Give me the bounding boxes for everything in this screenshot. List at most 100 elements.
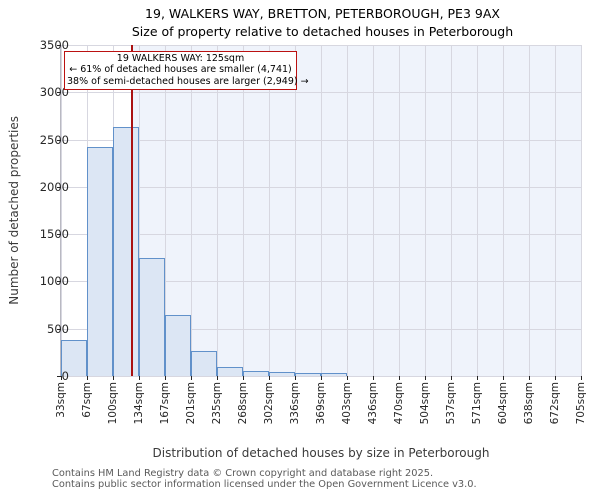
x-tick-label: 134sqm [133,382,146,425]
v-gridline [269,45,271,376]
v-gridline [164,45,166,376]
v-gridline [295,45,297,376]
y-tick-label: 500 [47,321,69,336]
annotation-larger: 38% of semi-detached houses are larger (… [67,75,309,87]
annotation-box: 19 WALKERS WAY: 125sqm ← 61% of detached… [64,51,309,90]
chart-titles: 19, WALKERS WAY, BRETTON, PETERBOROUGH, … [45,6,600,39]
x-tick-label: 167sqm [158,382,171,425]
x-tick-mark [502,376,504,380]
y-tick-mark [57,139,61,141]
v-gridline [555,45,557,376]
histogram-bar [139,257,165,376]
v-gridline [502,45,504,376]
histogram-bar [242,370,270,376]
histogram-bar [217,366,243,376]
x-tick-mark [581,376,582,380]
v-gridline [191,45,192,376]
x-tick-mark [451,376,452,380]
x-tick-label: 369sqm [315,382,327,425]
v-gridline [217,45,219,376]
x-tick-mark [529,376,531,380]
y-tick-label: 1500 [39,227,69,242]
chart-subtitle: Size of property relative to detached ho… [131,24,514,39]
v-gridline [425,45,427,376]
footer-line1: Contains HM Land Registry data © Crown c… [52,468,434,479]
x-tick-label: 268sqm [236,382,249,425]
x-tick-mark [555,376,557,380]
x-tick-label: 705sqm [575,382,587,425]
footer: Contains HM Land Registry data © Crown c… [52,468,477,491]
x-tick-mark [425,376,427,380]
footer-line2: Contains public sector information licen… [52,478,477,490]
v-gridline [581,45,582,376]
x-tick-label: 336sqm [289,382,302,425]
x-tick-label: 436sqm [366,382,379,425]
y-tick-label: 1000 [39,274,69,289]
x-tick-label: 67sqm [81,382,94,418]
histogram-bar [164,315,191,376]
v-gridline [139,45,141,376]
y-tick-label: 2000 [39,179,69,194]
v-gridline [399,45,401,376]
y-tick-mark [57,45,61,46]
x-tick-mark [164,376,166,380]
y-tick-mark [57,234,61,236]
v-gridline [451,45,452,376]
histogram-bar [269,371,296,376]
histogram-bar [112,127,140,376]
x-tick-mark [217,376,219,380]
x-tick-mark [399,376,401,380]
v-gridline [372,45,374,376]
x-tick-label: 638sqm [523,382,536,425]
x-tick-mark [269,376,271,380]
v-gridline [529,45,531,376]
x-tick-label: 537sqm [445,382,457,425]
y-tick-mark [57,92,61,94]
v-gridline [477,45,479,376]
x-tick-mark [477,376,479,380]
x-tick-label: 571sqm [471,382,484,425]
histogram-bar [321,373,348,376]
histogram-bar [295,373,321,376]
y-tick-label: 0 [61,369,69,383]
v-gridline [321,45,322,376]
plot-area: 19 WALKERS WAY: 125sqm ← 61% of detached… [60,45,582,377]
x-tick-label: 403sqm [341,382,354,425]
x-tick-label: 604sqm [496,382,509,425]
x-tick-label: 302sqm [263,382,276,425]
x-tick-mark [191,376,192,380]
property-size-marker-line [131,45,133,376]
histogram-bar [191,350,218,376]
v-gridline [61,45,62,376]
x-tick-label: 672sqm [549,382,562,425]
x-tick-mark [242,376,244,380]
histogram-bar [87,147,113,376]
y-tick-label: 2500 [39,132,69,147]
chart-title: 19, WALKERS WAY, BRETTON, PETERBOROUGH, … [145,6,500,21]
x-tick-mark [295,376,297,380]
y-tick-label: 3000 [39,85,69,100]
x-tick-mark [87,376,89,380]
y-tick-mark [57,186,61,188]
larger-region-shading [132,45,581,376]
y-tick-mark [57,376,61,377]
x-tick-mark [372,376,374,380]
x-tick-label: 235sqm [211,382,224,425]
x-tick-mark [61,376,62,380]
histogram-bar [61,340,88,376]
x-tick-mark [139,376,141,380]
annotation-property: 19 WALKERS WAY: 125sqm [116,53,245,64]
x-tick-label: 470sqm [393,382,406,425]
x-tick-mark [321,376,322,380]
x-tick-label: 100sqm [106,382,119,425]
v-gridline [347,45,349,376]
x-tick-mark [347,376,349,380]
x-tick-mark [112,376,114,380]
y-tick-mark [57,281,61,283]
x-tick-label: 33sqm [55,382,67,418]
y-tick-label: 3500 [39,38,69,52]
x-tick-label: 504sqm [419,382,432,425]
y-axis-line [60,45,61,376]
y-tick-mark [57,328,61,330]
